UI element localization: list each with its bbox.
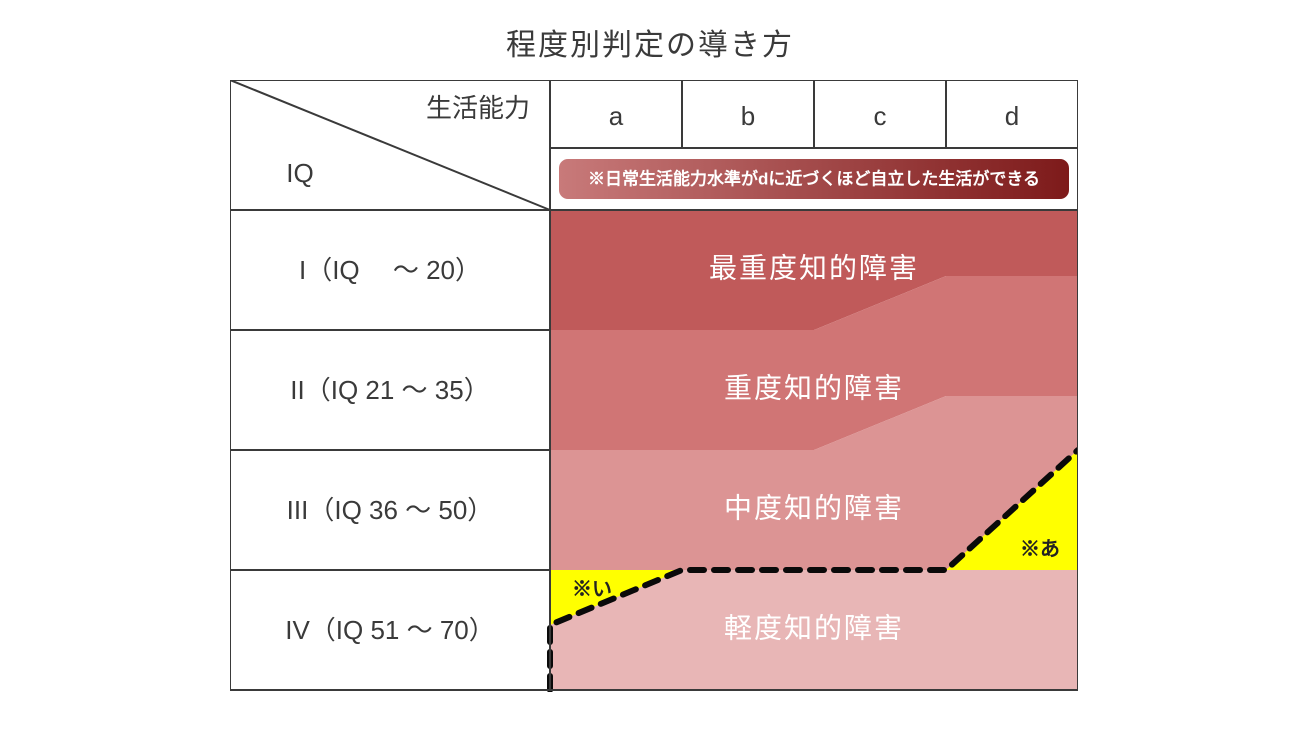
row-label-3: III（IQ 36 ～ 50） <box>287 495 494 525</box>
header-col-b: b <box>741 101 755 131</box>
header-col-a: a <box>609 101 624 131</box>
figure-title: 程度別判定の導き方 <box>0 20 1300 64</box>
band-label-severe: 重度知的障害 <box>724 372 904 403</box>
header-col-c: c <box>874 101 887 131</box>
header-top-label: 生活能力 <box>426 93 530 123</box>
highlight-label-note_i: ※い <box>572 578 612 600</box>
row-label-2: II（IQ 21 ～ 35） <box>290 375 489 405</box>
table-diagram: 最重度知的障害重度知的障害中度知的障害軽度知的障害 ※あ ※い 生活能力 IQ a b c d ※… <box>230 80 1078 697</box>
figure-stage: 程度別判定の導き方 最重度知的障害重度知的障害中度知的障害軽度知的障害 ※あ ※い 生… <box>0 0 1300 731</box>
header-note-text: ※日常生活能力水準がdに近づくほど自立した生活ができる <box>588 168 1040 188</box>
row-label-4: IV（IQ 51 ～ 70） <box>285 615 495 645</box>
band-label-mild: 軽度知的障害 <box>724 612 904 643</box>
header-bottom-label: IQ <box>286 158 313 188</box>
band-label-most_severe: 最重度知的障害 <box>709 252 919 283</box>
matrix-svg: 最重度知的障害重度知的障害中度知的障害軽度知的障害 ※あ ※い 生活能力 IQ a b c d ※… <box>230 80 1078 692</box>
band-label-moderate: 中度知的障害 <box>724 492 904 523</box>
row-label-1: I（IQ ～ 20） <box>299 255 481 285</box>
highlight-label-note_a: ※あ <box>1020 537 1060 560</box>
header-col-d: d <box>1005 101 1019 131</box>
